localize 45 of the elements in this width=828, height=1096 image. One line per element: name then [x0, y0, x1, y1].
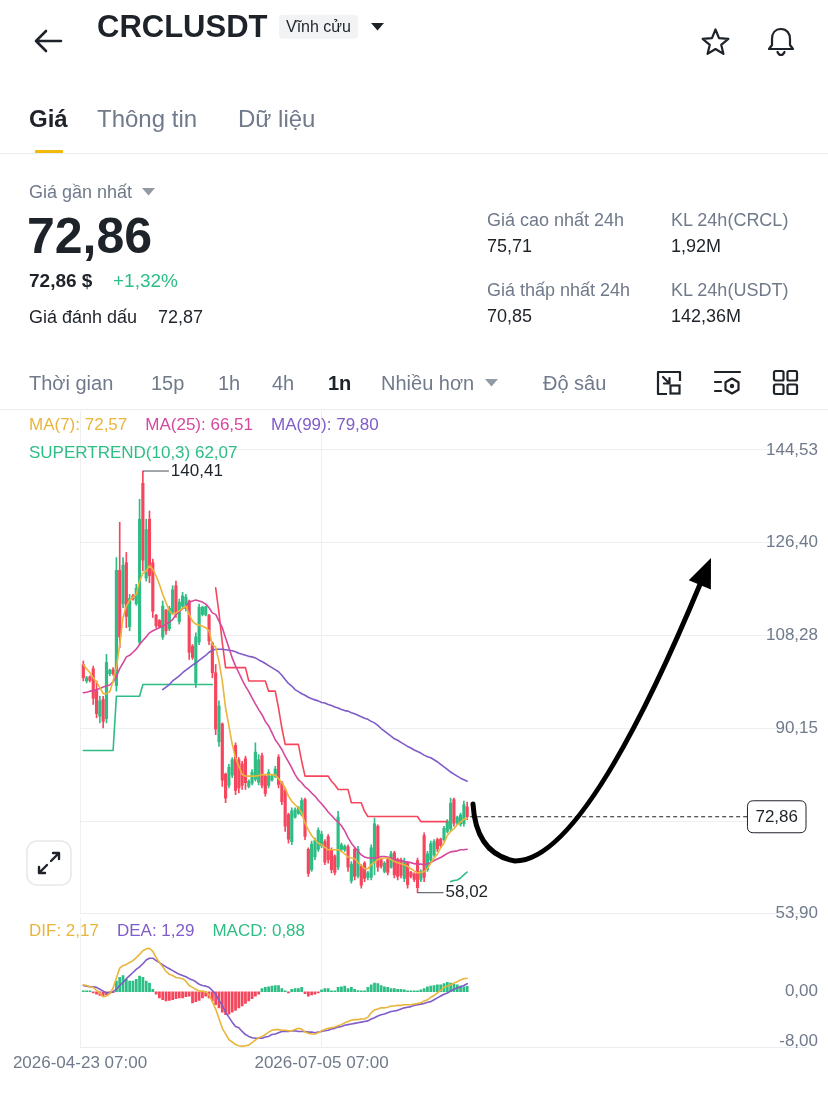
- text: 72,87: [158, 306, 204, 328]
- text: KL 24h(USDT): [671, 279, 789, 301]
- text: Giá: [29, 105, 68, 133]
- text: 4h: [272, 371, 295, 395]
- y-tick-label: 0,00: [784, 981, 818, 1001]
- x-tick-label: 2026-07-05 07:00: [254, 1053, 389, 1073]
- text: CRCLUSDT: [97, 9, 268, 45]
- text: Độ sâu: [543, 371, 607, 395]
- text: MA(7): 72,57: [29, 414, 128, 435]
- text: 70,85: [487, 305, 533, 327]
- y-tick-label: 53,90: [775, 903, 818, 923]
- series-label: DEA: 1,29: [116, 920, 195, 941]
- text: Giá đánh dấu: [29, 306, 138, 328]
- text: 142,36M: [671, 305, 742, 327]
- text: Thông tin: [97, 105, 198, 133]
- text: 72,86 $: [29, 270, 93, 292]
- text: 1,92M: [671, 235, 722, 257]
- text: Thời gian: [29, 371, 114, 395]
- text: 1n: [328, 371, 352, 395]
- text: Dữ liệu: [238, 105, 316, 133]
- text: 1h: [218, 371, 241, 395]
- text: Vĩnh cửu: [279, 14, 358, 40]
- text: Giá thấp nhất 24h: [487, 279, 631, 301]
- text: 15p: [151, 371, 185, 395]
- annotation: 58,02: [445, 882, 489, 902]
- x-tick-label: 2026-04-23 07:00: [12, 1053, 148, 1073]
- text: MA(99): 79,80: [271, 414, 379, 435]
- text: Nhiều hơn: [381, 371, 475, 395]
- y-tick-label: -8,00: [779, 1030, 818, 1050]
- annotation: 140,41: [170, 460, 223, 480]
- text: SUPERTREND(10,3) 62,07: [29, 442, 238, 463]
- text: MA(25): 66,51: [145, 414, 253, 435]
- y-tick-label: 126,40: [766, 532, 818, 552]
- y-tick-label: 144,53: [766, 439, 818, 459]
- text: Giá gần nhất: [29, 181, 133, 203]
- text: DIF: 2,17: [29, 920, 99, 941]
- y-tick-label: 108,28: [766, 624, 818, 644]
- text: Giá cao nhất 24h: [487, 209, 625, 231]
- ref-line-label: 72,86: [755, 807, 798, 827]
- text: 75,71: [487, 235, 533, 257]
- y-tick-label: 90,15: [775, 717, 818, 737]
- text: MACD: 0,88: [212, 920, 306, 941]
- text: 72,86: [27, 208, 153, 266]
- text: +1,32%: [113, 270, 178, 292]
- text: KL 24h(CRCL): [671, 209, 789, 231]
